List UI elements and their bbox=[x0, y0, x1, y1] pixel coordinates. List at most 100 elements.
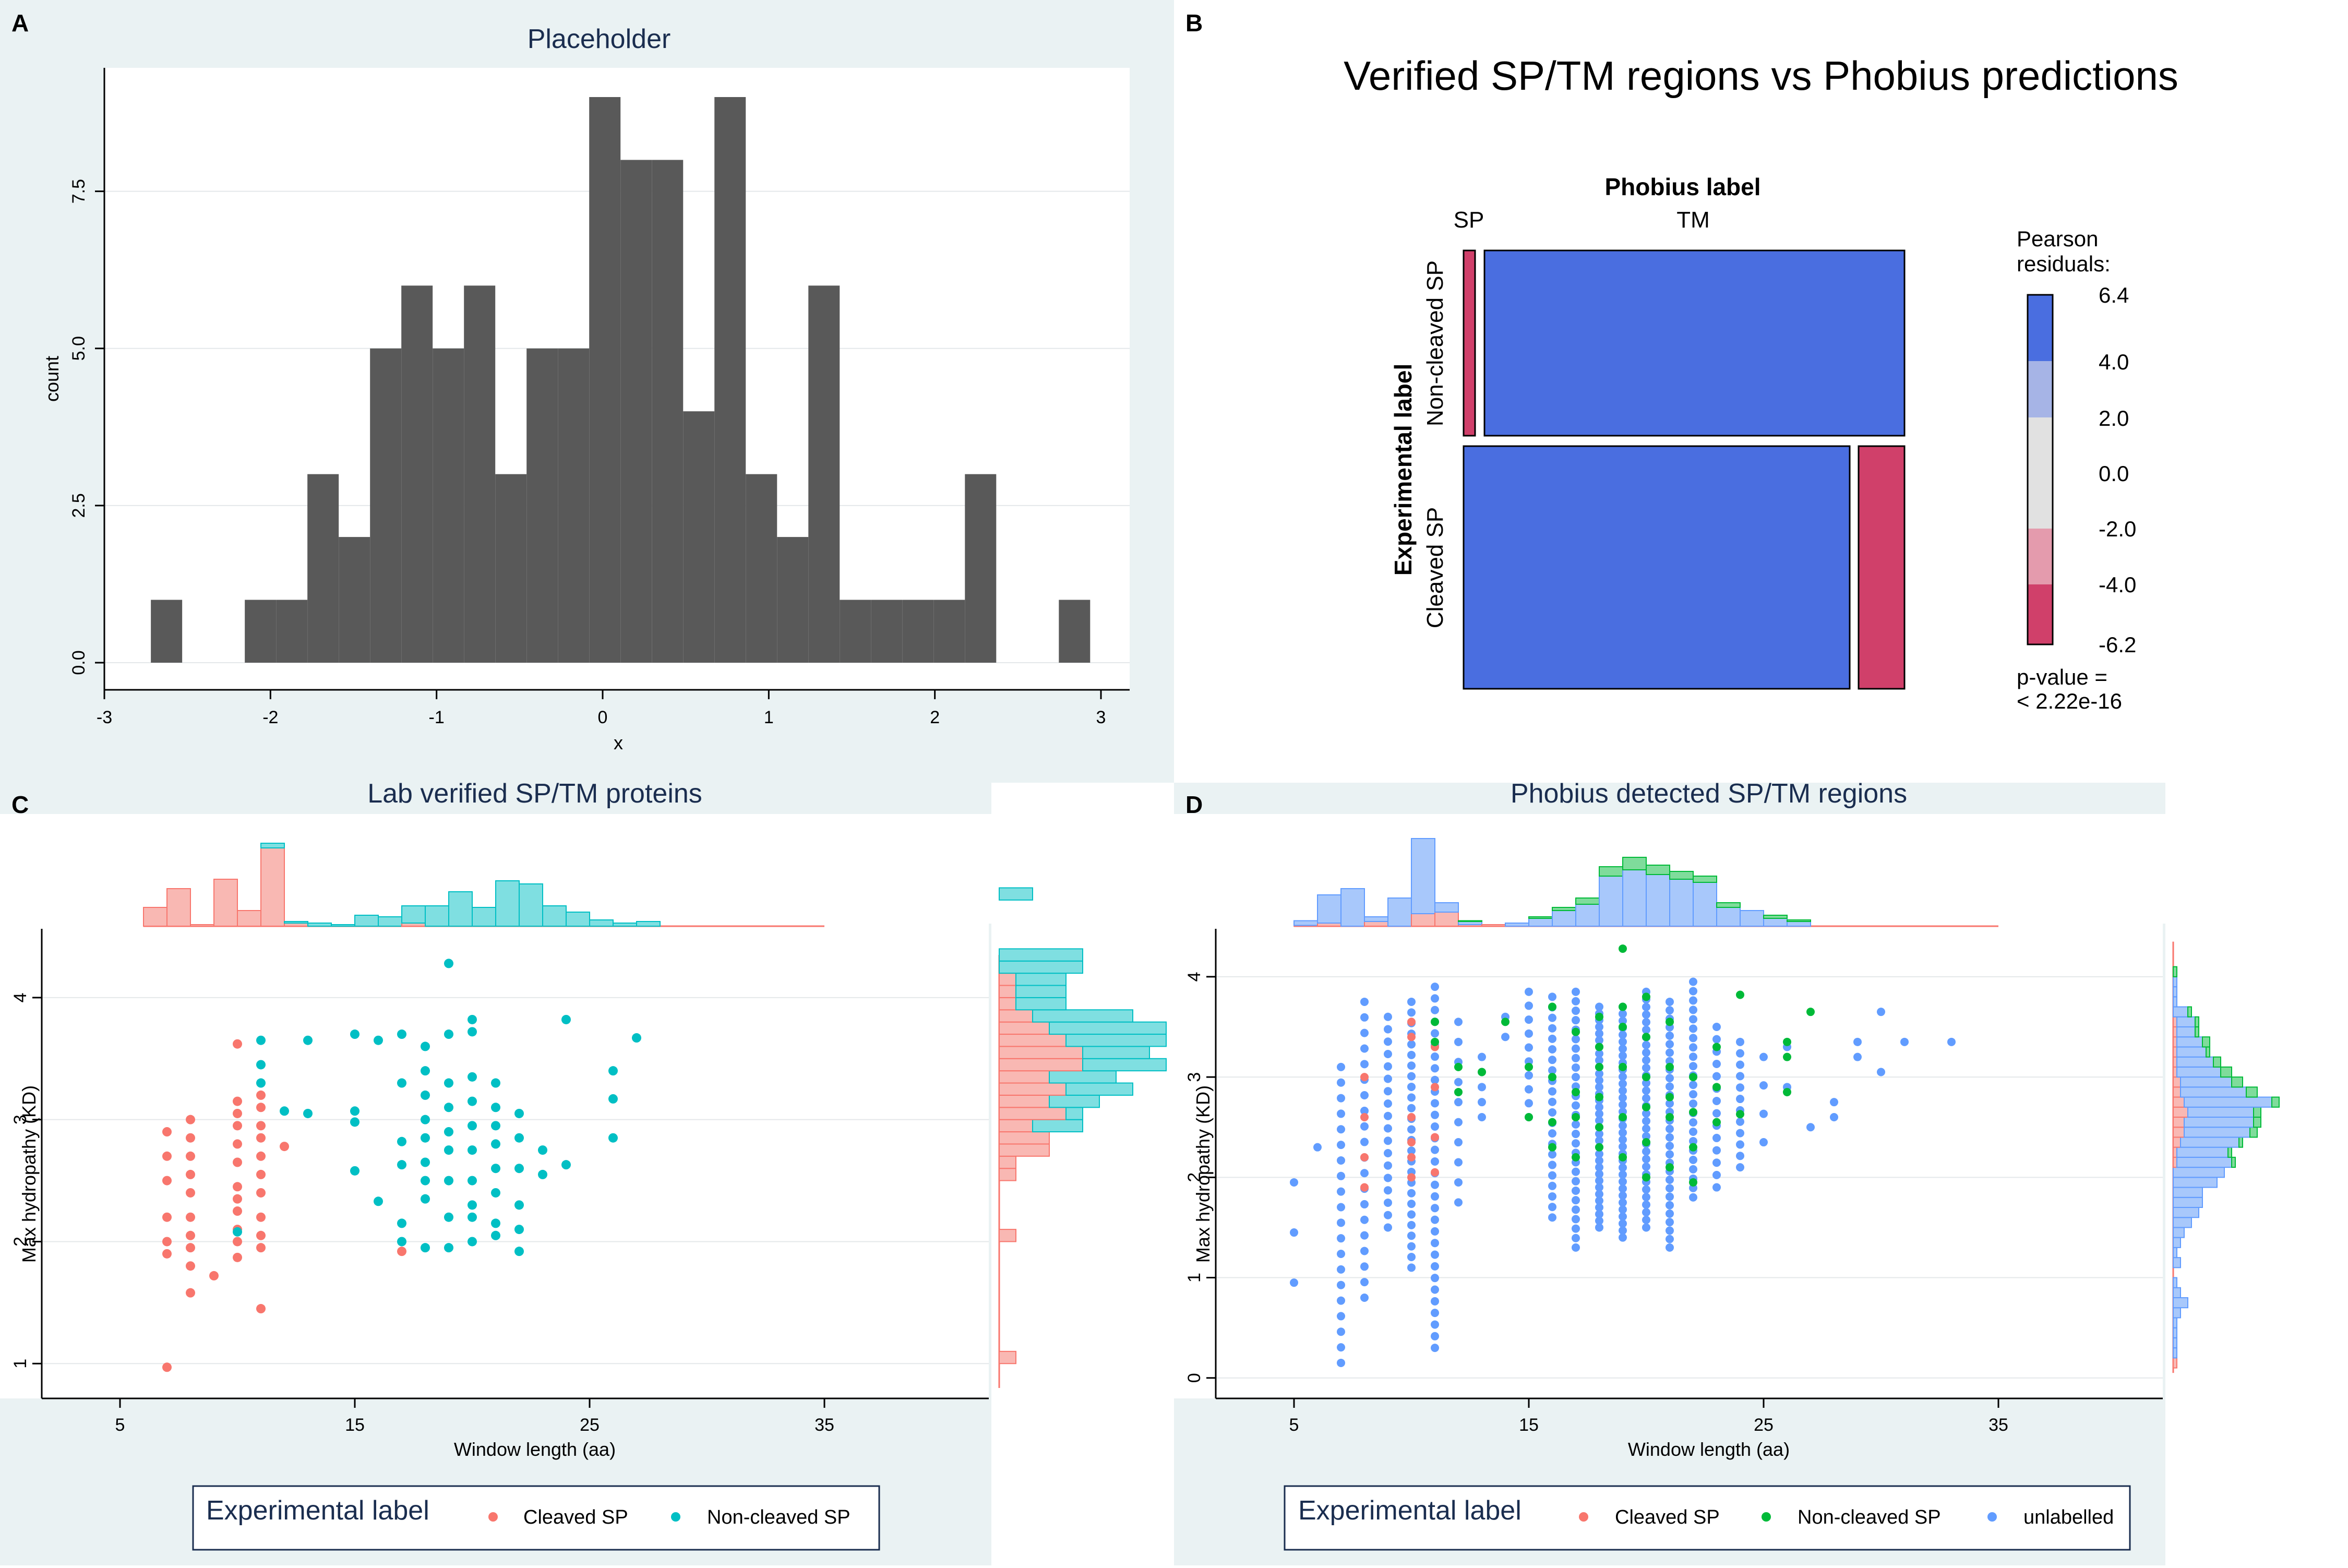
right-hist-bar-unlabelled bbox=[2180, 1136, 2239, 1148]
point-cleaved-sp bbox=[233, 1252, 242, 1262]
point-unlabelled bbox=[1619, 1212, 1627, 1221]
point-unlabelled bbox=[1595, 1156, 1603, 1165]
right-hist-bar-cleaved bbox=[999, 1034, 1067, 1047]
right-hist-bar-cleaved bbox=[999, 973, 1016, 986]
point-noncleaved-sp bbox=[444, 959, 453, 968]
x-tick-label: 5 bbox=[115, 1415, 125, 1435]
right-hist-bar-unlabelled bbox=[2176, 1026, 2196, 1038]
panel-d-scatter: Phobius detected SP/TM regions 5 15 25 35 0 1… bbox=[1184, 779, 2280, 1551]
point-unlabelled bbox=[1360, 1294, 1369, 1302]
point-noncleaved-sp bbox=[1642, 1173, 1650, 1182]
point-noncleaved-sp bbox=[468, 1027, 477, 1037]
top-hist-bar-noncleaved bbox=[425, 905, 449, 927]
point-unlabelled bbox=[1642, 1010, 1650, 1019]
point-unlabelled bbox=[1360, 1247, 1369, 1255]
top-hist-bar-cleaved bbox=[190, 924, 214, 927]
point-unlabelled bbox=[1666, 1192, 1674, 1201]
right-hist-bar-noncleaved bbox=[2195, 1026, 2199, 1038]
point-noncleaved-sp bbox=[514, 1164, 524, 1174]
top-hist-bar-unlabelled bbox=[1340, 888, 1365, 927]
right-hist-bar-noncleaved bbox=[1015, 985, 1067, 998]
point-unlabelled bbox=[1431, 1344, 1439, 1352]
top-hist-bar-noncleaved bbox=[1528, 916, 1553, 919]
point-unlabelled bbox=[1572, 1177, 1580, 1186]
point-unlabelled bbox=[1830, 1113, 1838, 1121]
panel-a-xlabel: x bbox=[614, 732, 623, 753]
point-unlabelled bbox=[1712, 1158, 1721, 1167]
point-noncleaved-sp bbox=[538, 1169, 547, 1179]
point-noncleaved-sp bbox=[1454, 1087, 1463, 1096]
point-unlabelled bbox=[1830, 1098, 1838, 1107]
point-noncleaved-sp bbox=[491, 1188, 500, 1198]
right-hist-bar-unlabelled bbox=[2184, 1127, 2250, 1138]
point-unlabelled bbox=[1548, 1087, 1556, 1096]
right-hist-bar-cleaved bbox=[2173, 1106, 2188, 1118]
histogram-bar bbox=[777, 537, 809, 663]
point-cleaved-sp bbox=[233, 1121, 242, 1131]
point-noncleaved-sp bbox=[256, 1060, 266, 1070]
point-cleaved-sp bbox=[256, 1151, 266, 1161]
right-hist-bar-unlabelled bbox=[2173, 1167, 2225, 1178]
panel-a-bars bbox=[151, 97, 1091, 663]
right-hist-bar-cleaved bbox=[999, 1046, 1083, 1059]
panel-d-axes: 5 15 25 35 0 1 2 3 4 bbox=[1184, 929, 2163, 1435]
point-unlabelled bbox=[1431, 1006, 1439, 1014]
point-unlabelled bbox=[1759, 1109, 1768, 1118]
point-noncleaved-sp bbox=[1689, 1178, 1697, 1187]
point-noncleaved-sp bbox=[1783, 1087, 1791, 1096]
right-hist-bar-unlabelled bbox=[2176, 1056, 2214, 1068]
point-unlabelled bbox=[1337, 1125, 1345, 1134]
right-hist-bar-cleaved bbox=[999, 1229, 1016, 1242]
point-unlabelled bbox=[1712, 1096, 1721, 1105]
right-hist-bar-unlabelled bbox=[2173, 1347, 2177, 1359]
right-hist-bar-cleaved bbox=[2173, 1046, 2177, 1058]
top-hist-bar-cleaved bbox=[1434, 912, 1459, 927]
point-cleaved-sp bbox=[1431, 1168, 1439, 1177]
point-cleaved-sp bbox=[256, 1103, 266, 1112]
top-hist-bar-noncleaved bbox=[472, 907, 496, 927]
point-cleaved-sp bbox=[186, 1133, 195, 1143]
point-cleaved-sp bbox=[256, 1230, 266, 1240]
point-unlabelled bbox=[1642, 1079, 1650, 1087]
point-unlabelled bbox=[1619, 1177, 1627, 1186]
point-noncleaved-sp bbox=[1595, 1043, 1603, 1051]
point-unlabelled bbox=[1619, 1198, 1627, 1207]
point-noncleaved-sp bbox=[1712, 1043, 1721, 1051]
point-unlabelled bbox=[1619, 1184, 1627, 1193]
legend-tick-label: -2.0 bbox=[2099, 517, 2136, 541]
point-unlabelled bbox=[1572, 1234, 1580, 1242]
point-unlabelled bbox=[1454, 1098, 1463, 1107]
point-unlabelled bbox=[1572, 1139, 1580, 1148]
point-unlabelled bbox=[1689, 1081, 1697, 1090]
right-hist-bar-noncleaved bbox=[2227, 1146, 2232, 1158]
point-unlabelled bbox=[1384, 1223, 1392, 1232]
point-unlabelled bbox=[1736, 1049, 1744, 1058]
right-hist-bar-cleaved bbox=[2173, 1357, 2177, 1369]
point-noncleaved-sp bbox=[1619, 1113, 1627, 1121]
right-hist-bar-noncleaved bbox=[1082, 1046, 1150, 1059]
top-hist-bar-unlabelled bbox=[1434, 902, 1459, 913]
panel-c-xlabel: Window length (aa) bbox=[454, 1439, 616, 1460]
point-unlabelled bbox=[1360, 997, 1369, 1006]
point-unlabelled bbox=[1384, 1087, 1392, 1096]
panel-d-legend-cleaved-marker bbox=[1579, 1512, 1588, 1522]
y-tick-label: 1 bbox=[1184, 1273, 1204, 1283]
point-unlabelled bbox=[1360, 1013, 1369, 1022]
point-unlabelled bbox=[1642, 1025, 1650, 1034]
point-noncleaved-sp bbox=[491, 1164, 500, 1174]
point-cleaved-sp bbox=[1360, 1113, 1369, 1121]
point-unlabelled bbox=[1407, 1220, 1416, 1229]
top-hist-bar-noncleaved bbox=[260, 843, 285, 848]
panel-d-legend-noncleaved-label: Non-cleaved SP bbox=[1798, 1506, 1941, 1528]
right-hist-bar-cleaved bbox=[999, 997, 1016, 1011]
panel-c-ylabel: Max hydropathy (KD) bbox=[18, 1085, 40, 1263]
point-unlabelled bbox=[1712, 1059, 1721, 1068]
point-unlabelled bbox=[1642, 1200, 1650, 1209]
point-unlabelled bbox=[1548, 992, 1556, 1001]
point-unlabelled bbox=[1759, 1138, 1768, 1147]
point-unlabelled bbox=[1572, 1205, 1580, 1214]
point-noncleaved-sp bbox=[1666, 1062, 1674, 1071]
top-hist-bar-noncleaved bbox=[542, 905, 567, 927]
tile-cleaved-sp bbox=[1463, 445, 1851, 690]
point-unlabelled bbox=[1689, 1155, 1697, 1164]
